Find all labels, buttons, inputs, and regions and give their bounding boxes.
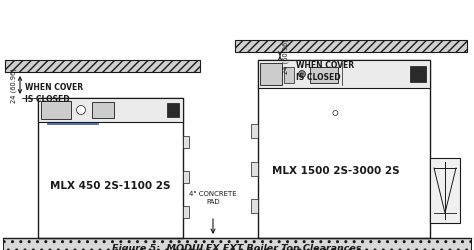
Bar bbox=[38, 98, 183, 122]
Bar bbox=[251, 199, 258, 213]
Text: Figure 5:  MODULEX EXT Boiler Top Clearances: Figure 5: MODULEX EXT Boiler Top Clearan… bbox=[112, 243, 362, 250]
Bar bbox=[284, 68, 294, 84]
Bar bbox=[310, 68, 338, 84]
Bar bbox=[235, 41, 467, 53]
Bar bbox=[258, 61, 430, 238]
Text: 4" CONCRETE
PAD: 4" CONCRETE PAD bbox=[189, 191, 237, 204]
Circle shape bbox=[76, 106, 85, 115]
Bar bbox=[183, 171, 189, 183]
Bar bbox=[258, 61, 430, 89]
Text: MLX 450 2S-1100 2S: MLX 450 2S-1100 2S bbox=[50, 180, 171, 190]
Bar bbox=[38, 98, 183, 238]
Bar bbox=[167, 104, 179, 118]
Text: 24 (60.96): 24 (60.96) bbox=[10, 68, 17, 103]
Bar bbox=[430, 158, 460, 223]
Bar bbox=[251, 124, 258, 138]
Bar bbox=[251, 162, 258, 176]
Text: WHEN COVER
IS CLOSED: WHEN COVER IS CLOSED bbox=[296, 61, 354, 82]
Bar bbox=[183, 206, 189, 218]
Bar bbox=[183, 136, 189, 148]
Text: WHEN COVER
IS CLOSED: WHEN COVER IS CLOSED bbox=[25, 83, 83, 103]
Text: 24 (60.96): 24 (60.96) bbox=[283, 40, 290, 74]
Circle shape bbox=[333, 111, 338, 116]
Bar bbox=[3, 238, 471, 250]
Bar bbox=[260, 64, 282, 86]
Bar bbox=[410, 67, 426, 83]
Circle shape bbox=[299, 71, 306, 78]
Bar bbox=[5, 61, 200, 73]
Bar bbox=[92, 102, 114, 118]
Bar bbox=[41, 102, 71, 119]
Text: MLX 1500 2S-3000 2S: MLX 1500 2S-3000 2S bbox=[272, 166, 399, 176]
